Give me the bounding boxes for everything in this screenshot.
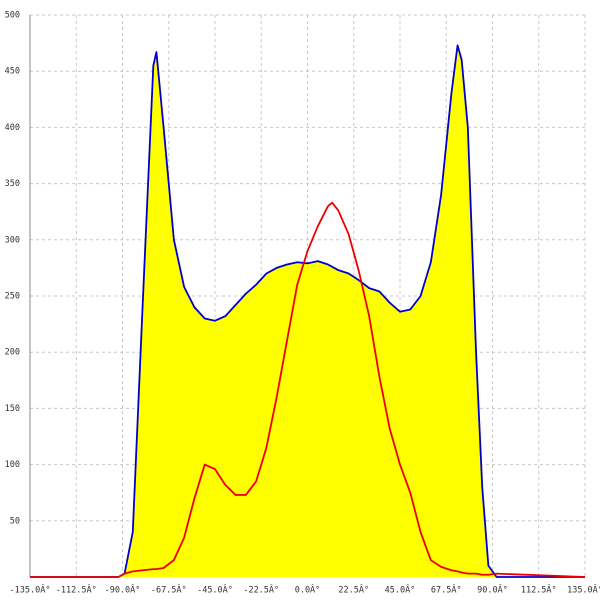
y-tick-label: 350	[5, 179, 20, 189]
y-tick-label: 400	[5, 123, 20, 133]
x-tick-label: 45.0Â°	[385, 584, 416, 596]
y-tick-label: 250	[5, 292, 20, 302]
x-tick-label: 22.5Â°	[338, 584, 369, 596]
x-tick-label: 67.5Â°	[431, 584, 462, 596]
line	[30, 201, 586, 578]
area	[30, 45, 585, 577]
y-tick-label: 100	[5, 460, 20, 470]
y-tick-label: 300	[5, 235, 20, 245]
x-tick-label: -45.0Â°	[197, 584, 233, 596]
x-tick-label: 90.0Â°	[477, 584, 508, 596]
y-tick-label: 50	[10, 516, 20, 526]
x-tick-label: -22.5Â°	[243, 584, 279, 596]
y-tick-label: 450	[5, 67, 20, 77]
x-tick-label: 135.0Â°	[567, 584, 600, 596]
x-tick-label: 112.5Â°	[521, 584, 557, 596]
x-tick-label: -135.0Â°	[10, 584, 51, 596]
x-tick-label: -112.5Â°	[56, 584, 97, 596]
line	[30, 44, 585, 578]
y-tick-label: 200	[5, 348, 20, 358]
x-tick-label: -90.0Â°	[105, 584, 141, 596]
x-tick-label: -67.5Â°	[151, 584, 187, 596]
y-tick-label: 500	[5, 11, 20, 21]
y-tick-label: 150	[5, 404, 20, 414]
x-tick-label: 0.0Â°	[295, 584, 321, 596]
